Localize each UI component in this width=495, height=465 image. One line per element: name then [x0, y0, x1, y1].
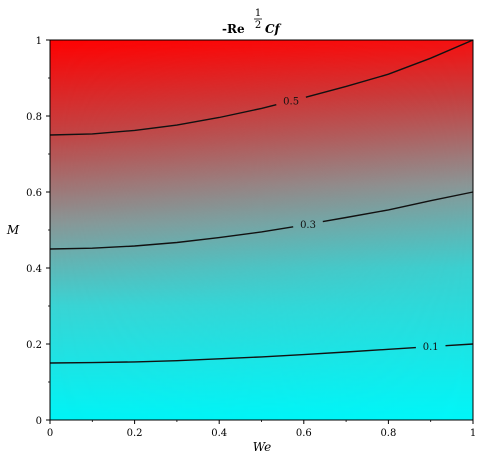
x-tick-label: 1: [470, 428, 476, 439]
title-prefix: -Re: [222, 22, 245, 36]
contour-line: [322, 191, 474, 223]
y-tick-label: 0.8: [26, 112, 42, 123]
contour-line: [445, 343, 474, 347]
y-tick-label: 1: [36, 36, 42, 47]
contour-line: [305, 39, 474, 98]
contour-label: 0.5: [283, 96, 299, 107]
x-tick-label: 0: [47, 428, 53, 439]
x-tick-label: 0.4: [211, 428, 227, 439]
contour-line: [49, 226, 294, 250]
heatmap-field-overlay: [50, 40, 473, 420]
chart-title: -Re 1 2 Cf: [222, 8, 282, 36]
y-tick-label: 0.2: [26, 340, 42, 351]
y-axis-label: M: [6, 223, 20, 237]
title-exponent-denominator: 2: [255, 20, 261, 31]
contour-layer: 0.1 0.3 0.5: [49, 39, 474, 364]
y-tick-label: 0: [36, 416, 42, 427]
y-axis-ticks: 0 0.2 0.4 0.6 0.8 1: [26, 36, 50, 427]
contour-line: [49, 104, 277, 136]
x-tick-label: 0.6: [296, 428, 312, 439]
x-axis-label: We: [253, 440, 271, 454]
x-tick-label: 0.2: [127, 428, 143, 439]
contour-label: 0.3: [300, 220, 316, 231]
contour-line: [49, 346, 416, 364]
x-axis-ticks: 0 0.2 0.4 0.6 0.8 1: [47, 420, 476, 439]
y-tick-label: 0.4: [26, 264, 42, 275]
x-tick-label: 0.8: [380, 428, 396, 439]
contour-label: 0.1: [423, 342, 439, 353]
y-tick-label: 0.6: [26, 188, 42, 199]
title-exponent-numerator: 1: [255, 8, 261, 19]
title-suffix: Cf: [265, 22, 282, 36]
